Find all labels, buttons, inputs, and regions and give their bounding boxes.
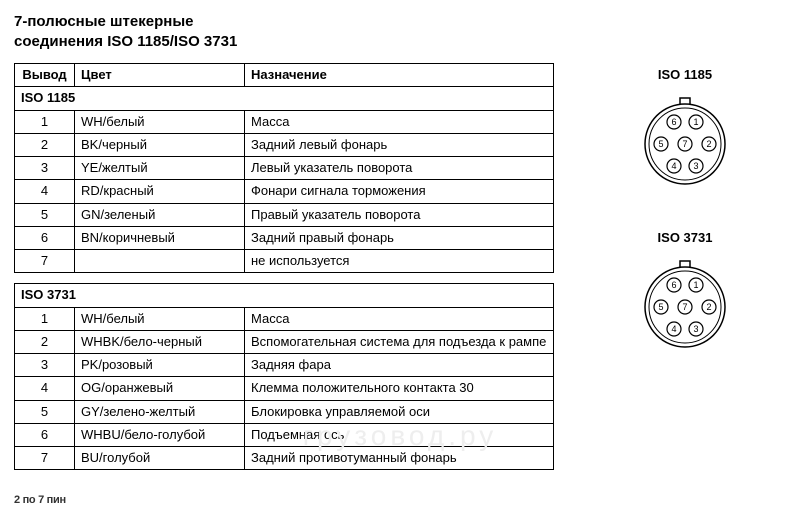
svg-text:1: 1 — [693, 280, 698, 290]
cell-color — [75, 250, 245, 273]
tables-column: ВыводЦветНазначениеISO 11851WH/белыйМасс… — [14, 63, 554, 480]
cell-color: WH/белый — [75, 110, 245, 133]
cell-color: BN/коричневый — [75, 226, 245, 249]
page-title: 7-полюсные штекерные соединения ISO 1185… — [14, 12, 786, 51]
cell-assignment: Задний противотуманный фонарь — [245, 447, 554, 470]
svg-text:3: 3 — [693, 161, 698, 171]
cell-assignment: Блокировка управляемой оси — [245, 400, 554, 423]
table-row: 1WH/белыйМасса — [15, 110, 554, 133]
cell-pin: 3 — [15, 157, 75, 180]
cell-pin: 5 — [15, 400, 75, 423]
table-row: 2BK/черныйЗадний левый фонарь — [15, 133, 554, 156]
cell-color: WHBU/бело-голубой — [75, 423, 245, 446]
table-row: 3PK/розовыйЗадняя фара — [15, 354, 554, 377]
connector-diagram-icon: 1 2 3 4 5 6 7 — [635, 257, 735, 357]
connector-label: ISO 3731 — [635, 230, 735, 245]
cell-assignment: Левый указатель поворота — [245, 157, 554, 180]
cell-color: BU/голубой — [75, 447, 245, 470]
cell-color: GY/зелено-желтый — [75, 400, 245, 423]
connector-diagram-icon: 1 2 3 4 5 6 7 — [635, 94, 735, 194]
cell-assignment: Вспомогательная система для подъезда к р… — [245, 330, 554, 353]
svg-text:6: 6 — [671, 117, 676, 127]
svg-text:5: 5 — [658, 139, 663, 149]
cell-pin: 2 — [15, 330, 75, 353]
svg-text:7: 7 — [682, 302, 687, 312]
cell-assignment: Клемма положительного контакта 30 — [245, 377, 554, 400]
cell-assignment: Задний правый фонарь — [245, 226, 554, 249]
cell-pin: 6 — [15, 423, 75, 446]
footer-note: 2 по 7 пин — [14, 494, 786, 506]
cell-assignment: не используется — [245, 250, 554, 273]
table-row: 6WHBU/бело-голубойПодъемная ось — [15, 423, 554, 446]
table-row: 1WH/белыйМасса — [15, 307, 554, 330]
cell-assignment: Подъемная ось — [245, 423, 554, 446]
svg-text:7: 7 — [682, 139, 687, 149]
cell-color: GN/зеленый — [75, 203, 245, 226]
cell-assignment: Задний левый фонарь — [245, 133, 554, 156]
cell-assignment: Правый указатель поворота — [245, 203, 554, 226]
cell-color: WH/белый — [75, 307, 245, 330]
connector-block-1: ISO 3731 1 2 3 4 5 6 7 — [635, 230, 735, 357]
section-label: ISO 3731 — [15, 284, 554, 307]
svg-text:6: 6 — [671, 280, 676, 290]
header-pin: Вывод — [15, 64, 75, 87]
cell-pin: 6 — [15, 226, 75, 249]
cell-pin: 2 — [15, 133, 75, 156]
section-label: ISO 1185 — [15, 87, 554, 110]
svg-text:4: 4 — [671, 324, 676, 334]
cell-color: PK/розовый — [75, 354, 245, 377]
cell-assignment: Фонари сигнала торможения — [245, 180, 554, 203]
connector-label: ISO 1185 — [635, 67, 735, 82]
header-color: Цвет — [75, 64, 245, 87]
diagrams-column: ISO 1185 1 2 3 4 5 6 7 ISO 3731 1 2 3 4 5 6 7 — [584, 63, 786, 480]
table-row: 4OG/оранжевыйКлемма положительного конта… — [15, 377, 554, 400]
cell-pin: 4 — [15, 377, 75, 400]
table-row: 5GN/зеленыйПравый указатель поворота — [15, 203, 554, 226]
cell-color: WHBK/бело-черный — [75, 330, 245, 353]
cell-color: BK/черный — [75, 133, 245, 156]
cell-pin: 3 — [15, 354, 75, 377]
cell-assignment: Масса — [245, 307, 554, 330]
svg-text:3: 3 — [693, 324, 698, 334]
cell-color: RD/красный — [75, 180, 245, 203]
title-line-2: соединения ISO 1185/ISO 3731 — [14, 33, 237, 50]
cell-color: YE/желтый — [75, 157, 245, 180]
table-row: 6BN/коричневыйЗадний правый фонарь — [15, 226, 554, 249]
connector-block-0: ISO 1185 1 2 3 4 5 6 7 — [635, 67, 735, 194]
svg-text:4: 4 — [671, 161, 676, 171]
svg-text:5: 5 — [658, 302, 663, 312]
content-wrapper: ВыводЦветНазначениеISO 11851WH/белыйМасс… — [14, 63, 786, 480]
cell-pin: 1 — [15, 110, 75, 133]
header-assignment: Назначение — [245, 64, 554, 87]
svg-text:1: 1 — [693, 117, 698, 127]
pinout-table-0: ВыводЦветНазначениеISO 11851WH/белыйМасс… — [14, 63, 554, 273]
cell-pin: 7 — [15, 447, 75, 470]
table-row: 5GY/зелено-желтыйБлокировка управляемой … — [15, 400, 554, 423]
pinout-table-1: ISO 37311WH/белыйМасса2WHBK/бело-черныйВ… — [14, 283, 554, 470]
table-row: 2WHBK/бело-черныйВспомогательная система… — [15, 330, 554, 353]
table-row: 7 не используется — [15, 250, 554, 273]
cell-pin: 4 — [15, 180, 75, 203]
svg-text:2: 2 — [706, 139, 711, 149]
title-line-1: 7-полюсные штекерные — [14, 13, 193, 30]
table-row: 3YE/желтыйЛевый указатель поворота — [15, 157, 554, 180]
cell-assignment: Задняя фара — [245, 354, 554, 377]
cell-pin: 7 — [15, 250, 75, 273]
cell-color: OG/оранжевый — [75, 377, 245, 400]
cell-pin: 5 — [15, 203, 75, 226]
svg-text:2: 2 — [706, 302, 711, 312]
table-row: 7BU/голубойЗадний противотуманный фонарь — [15, 447, 554, 470]
table-row: 4RD/красныйФонари сигнала торможения — [15, 180, 554, 203]
cell-pin: 1 — [15, 307, 75, 330]
cell-assignment: Масса — [245, 110, 554, 133]
